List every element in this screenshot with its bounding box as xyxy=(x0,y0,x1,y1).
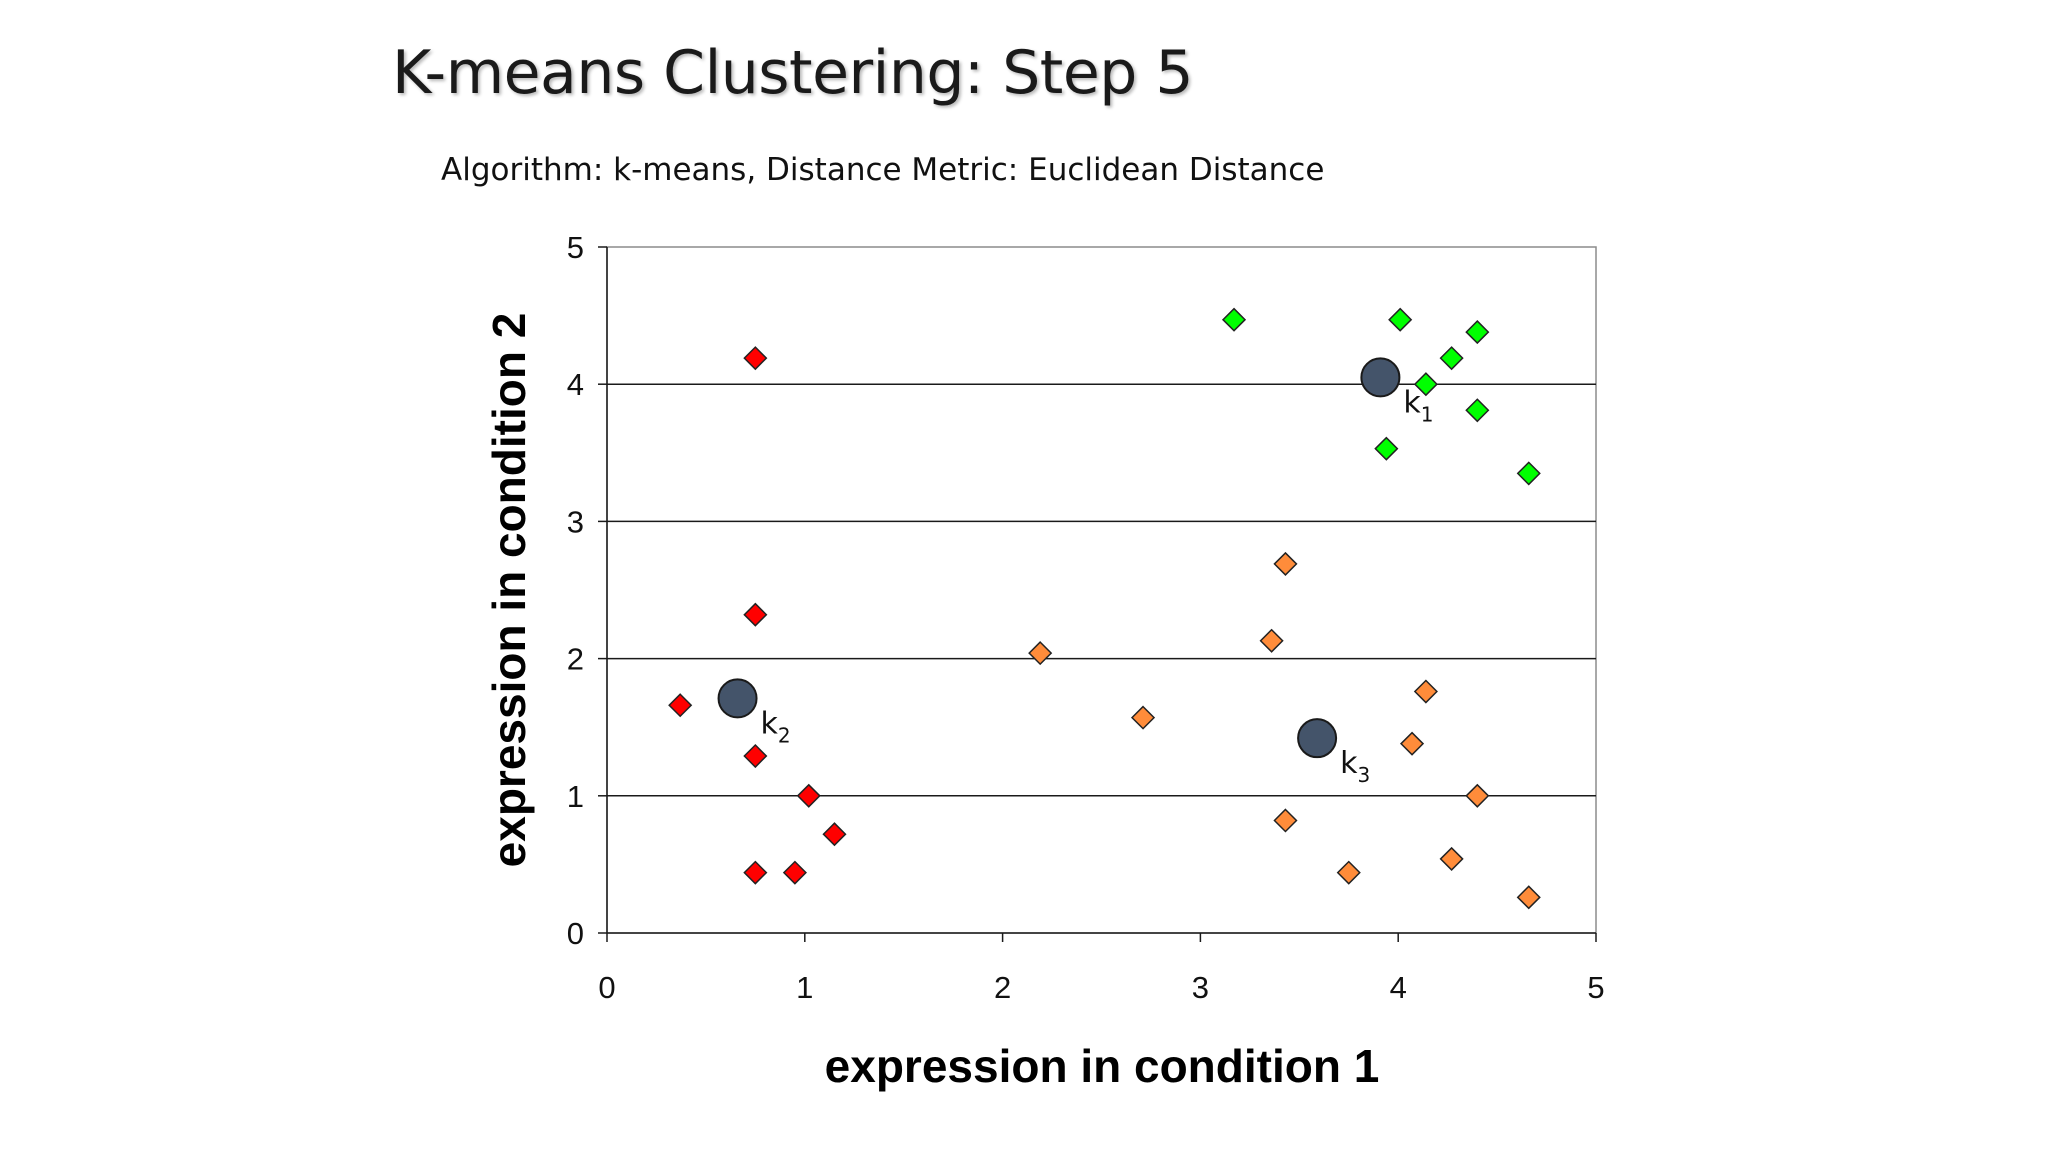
data-point-s3-1 xyxy=(1273,551,1298,576)
data-point-s2-4 xyxy=(743,743,768,769)
y-tick-label-4: 4 xyxy=(567,367,584,402)
data-point-s1-8 xyxy=(1516,461,1541,486)
data-point-s3-4 xyxy=(1130,705,1156,730)
x-axis-title: expression in condition 1 xyxy=(825,1040,1380,1092)
data-point-s1-3 xyxy=(1465,320,1490,345)
x-tick-label-5: 5 xyxy=(1587,970,1604,1005)
data-point-s2-2 xyxy=(743,602,768,627)
data-point-s1-4 xyxy=(1439,346,1464,371)
y-tick-label-1: 1 xyxy=(567,779,584,814)
data-point-s2-3 xyxy=(668,693,693,718)
data-point-s3-11 xyxy=(1516,885,1541,910)
x-tick-label-0: 0 xyxy=(598,970,615,1005)
data-point-s3-7 xyxy=(1465,783,1490,808)
data-points xyxy=(668,307,1541,910)
data-point-s1-6 xyxy=(1465,398,1490,423)
y-tick-label-5: 5 xyxy=(567,230,584,265)
centroid-k2 xyxy=(717,678,758,719)
x-tick-label-2: 2 xyxy=(994,970,1011,1005)
data-point-s3-3 xyxy=(1259,628,1284,653)
data-point-s3-2 xyxy=(1028,641,1053,666)
data-point-s2-5 xyxy=(796,783,821,808)
x-tick-label-3: 3 xyxy=(1192,970,1209,1005)
data-point-s2-1 xyxy=(743,346,768,371)
slide-subtitle: Algorithm: k-means, Distance Metric: Euc… xyxy=(441,152,1325,188)
gridlines xyxy=(607,383,1596,797)
data-point-s2-6 xyxy=(822,822,847,847)
y-axis-title: expression in condition 2 xyxy=(483,313,535,868)
data-point-s3-8 xyxy=(1273,808,1298,833)
data-point-s1-1 xyxy=(1221,307,1247,332)
axes: 0 1 2 3 4 5 0 1 2 3 4 5 xyxy=(567,230,1605,1005)
data-point-s3-6 xyxy=(1399,731,1425,756)
y-tick-label-2: 2 xyxy=(567,642,584,677)
data-point-s1-7 xyxy=(1374,436,1399,461)
centroid-k1 xyxy=(1360,357,1401,398)
x-tick-label-4: 4 xyxy=(1390,970,1407,1005)
data-point-s3-9 xyxy=(1336,860,1361,885)
data-point-s1-2 xyxy=(1388,307,1413,332)
x-tick-label-1: 1 xyxy=(796,970,813,1005)
y-tick-label-0: 0 xyxy=(567,916,584,951)
plot-area xyxy=(606,246,1597,934)
data-point-s3-10 xyxy=(1439,846,1464,871)
slide-title: K-means Clustering: Step 5 xyxy=(392,38,1194,108)
data-point-s3-5 xyxy=(1413,679,1438,704)
y-tick-label-3: 3 xyxy=(567,504,584,539)
data-point-s1-5 xyxy=(1413,372,1438,397)
centroid-k3 xyxy=(1297,718,1338,759)
data-point-s2-8 xyxy=(782,860,807,885)
data-point-s2-7 xyxy=(743,860,768,885)
